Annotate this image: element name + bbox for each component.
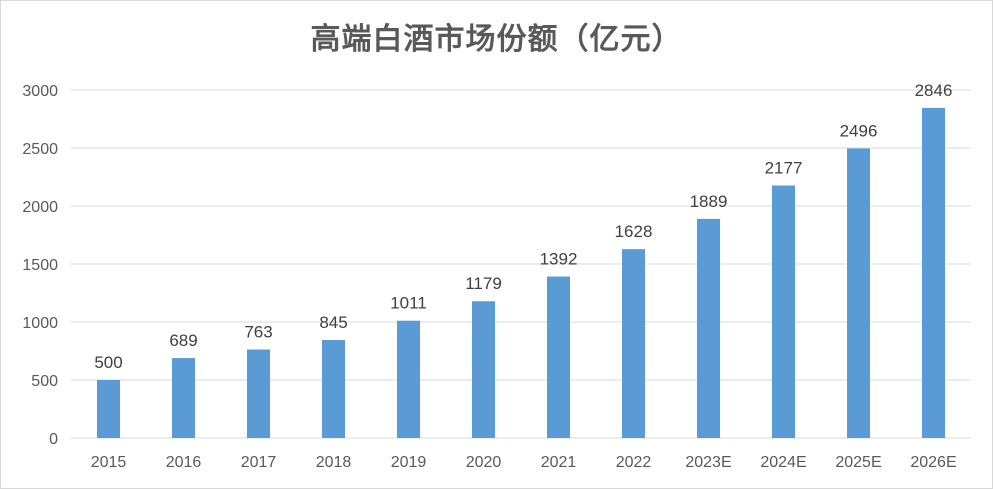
y-tick-label: 0 <box>49 431 58 448</box>
x-tick-label-2023E: 2023E <box>685 454 731 471</box>
x-tick-label-2024E: 2024E <box>760 454 806 471</box>
data-label-2024E: 2177 <box>765 158 803 177</box>
y-tick-label: 2000 <box>22 199 58 216</box>
data-label-2026E: 2846 <box>915 81 953 100</box>
bar-2017 <box>247 349 270 438</box>
bar-2024E <box>772 185 795 438</box>
bar-2026E <box>922 107 945 438</box>
bar-2015 <box>97 380 120 438</box>
x-tick-label-2018: 2018 <box>316 454 352 471</box>
data-label-2020: 1179 <box>465 274 502 293</box>
x-tick-label-2017: 2017 <box>241 454 277 471</box>
x-tick-label-2020: 2020 <box>466 454 502 471</box>
data-label-2022: 1628 <box>615 222 653 241</box>
bar-2022 <box>622 249 645 438</box>
x-tick-label-2021: 2021 <box>541 454 577 471</box>
x-axis-ticks: 2015 2016 2017 2018 2019 2020 2021 2022 2023E 202… <box>91 454 957 471</box>
y-tick-label: 1000 <box>22 315 58 332</box>
y-tick-label: 3000 <box>22 83 58 100</box>
bar-2019 <box>397 320 420 438</box>
data-label-2021: 1392 <box>540 250 578 269</box>
x-tick-label-2022: 2022 <box>616 454 652 471</box>
bar-2023E <box>697 218 720 438</box>
y-tick-label: 1500 <box>22 257 58 274</box>
x-tick-label-2016: 2016 <box>166 454 202 471</box>
data-label-2017: 763 <box>244 322 272 341</box>
x-tick-label-2019: 2019 <box>391 454 427 471</box>
y-tick-label: 500 <box>31 373 58 390</box>
bar-2020 <box>472 301 495 438</box>
data-label-2015: 500 <box>94 353 122 372</box>
bar-2021 <box>547 276 570 438</box>
data-labels: 500 689 763 845 1011 1179 1392 1628 1889 2177 2496… <box>94 81 952 372</box>
data-label-2023E: 1889 <box>690 192 728 211</box>
bar-2018 <box>322 339 345 438</box>
data-label-2025E: 2496 <box>840 121 878 140</box>
y-axis-ticks: 0 500 1000 1500 2000 2500 3000 <box>22 83 58 448</box>
y-tick-label: 2500 <box>22 141 58 158</box>
bar-2025E <box>847 148 870 439</box>
data-label-2018: 845 <box>319 313 347 332</box>
bars <box>97 107 945 439</box>
data-label-2019: 1011 <box>390 294 427 313</box>
x-tick-label-2015: 2015 <box>91 454 127 471</box>
chart-title: 高端白酒市场份额（亿元） <box>310 22 683 57</box>
gridlines <box>71 89 971 439</box>
x-tick-label-2026E: 2026E <box>910 454 956 471</box>
data-label-2016: 689 <box>169 331 197 350</box>
bar-2016 <box>172 358 195 438</box>
x-tick-label-2025E: 2025E <box>835 454 881 471</box>
